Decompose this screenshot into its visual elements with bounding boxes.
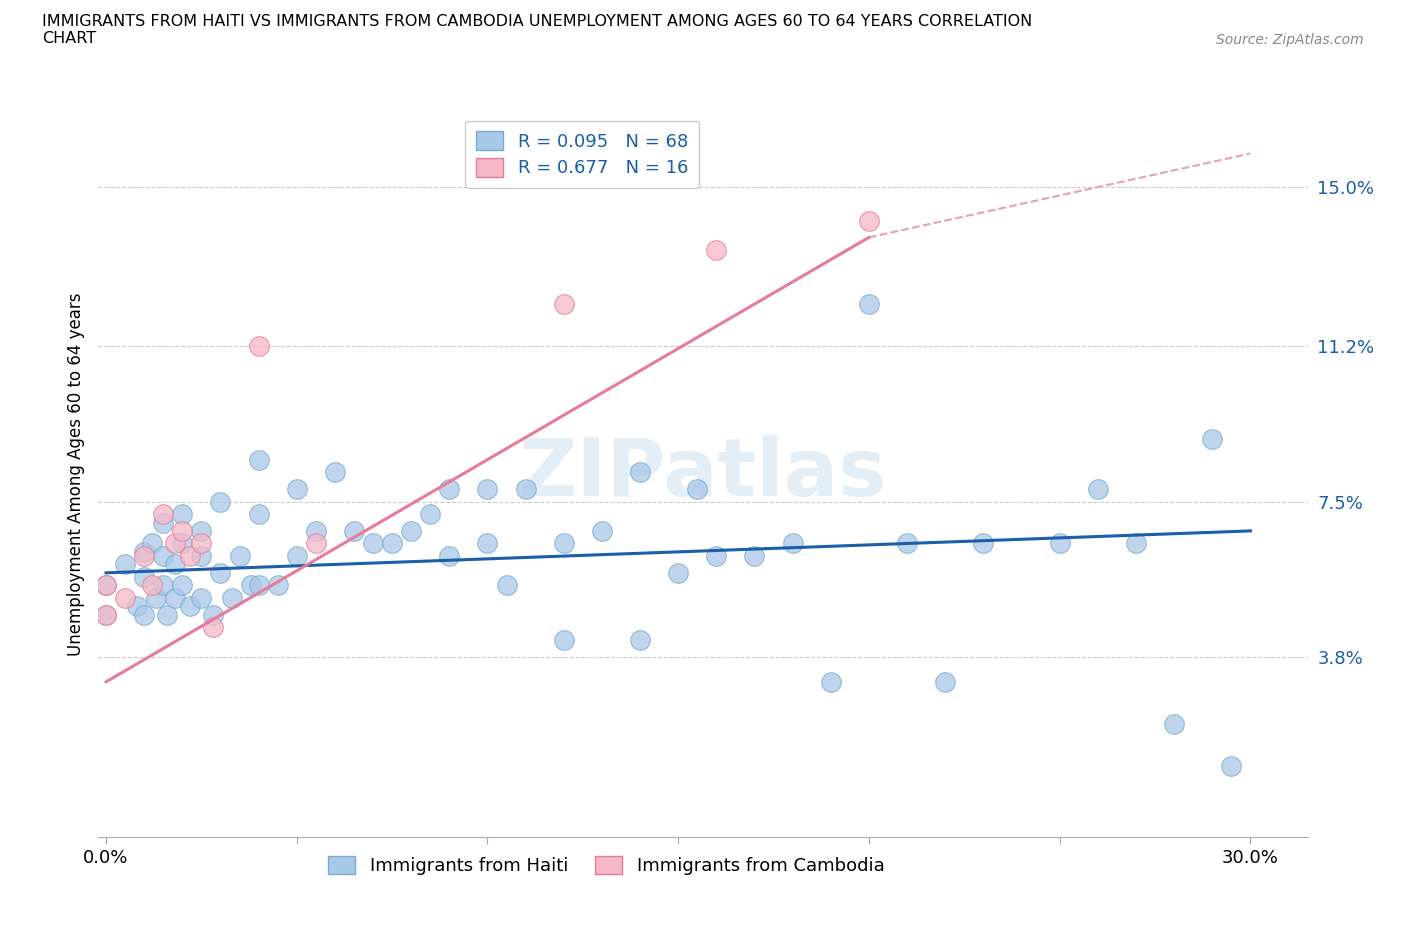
Point (820, 674, 842, 689)
Point (1201, 432, 1223, 446)
Text: IMMIGRANTS FROM HAITI VS IMMIGRANTS FROM CAMBODIA UNEMPLOYMENT AMONG AGES 60 TO : IMMIGRANTS FROM HAITI VS IMMIGRANTS FROM… (42, 14, 1032, 46)
Point (399, 524, 422, 538)
Point (628, 465, 651, 480)
Point (152, 549, 174, 564)
Point (141, 578, 163, 592)
Point (172, 507, 194, 522)
Point (152, 515, 174, 530)
Point (190, 524, 212, 538)
Point (114, 557, 136, 572)
Point (134, 607, 156, 622)
Point (858, 297, 880, 312)
Point (163, 536, 186, 551)
Point (343, 524, 366, 538)
Point (247, 507, 270, 522)
Point (201, 607, 224, 622)
Point (744, 549, 766, 564)
Text: ZIPatlas: ZIPatlas (519, 435, 887, 513)
Point (221, 591, 243, 605)
Point (179, 549, 201, 564)
Point (628, 632, 651, 647)
Text: Source: ZipAtlas.com: Source: ZipAtlas.com (1216, 33, 1364, 46)
Point (163, 557, 186, 572)
Point (190, 591, 212, 605)
Point (381, 536, 404, 551)
Point (240, 578, 263, 592)
Point (209, 494, 232, 509)
Point (439, 482, 461, 497)
Point (141, 536, 163, 551)
Point (156, 607, 179, 622)
Point (1220, 758, 1243, 773)
Point (439, 549, 461, 564)
Point (163, 591, 186, 605)
Point (686, 482, 709, 497)
Point (247, 578, 270, 592)
Point (896, 536, 918, 551)
Point (172, 536, 194, 551)
Point (782, 536, 804, 551)
Point (477, 536, 499, 551)
Point (267, 578, 290, 592)
Point (934, 674, 956, 689)
Point (125, 599, 148, 614)
Point (114, 591, 136, 605)
Point (361, 536, 384, 551)
Point (305, 524, 328, 538)
Point (419, 507, 441, 522)
Point (1049, 536, 1071, 551)
Point (704, 549, 727, 564)
Point (285, 482, 308, 497)
Point (495, 578, 517, 592)
Point (152, 507, 174, 522)
Point (172, 524, 194, 538)
Point (201, 620, 224, 635)
Point (972, 536, 994, 551)
Y-axis label: Unemployment Among Ages 60 to 64 years: Unemployment Among Ages 60 to 64 years (66, 293, 84, 656)
Point (190, 536, 212, 551)
Point (477, 482, 499, 497)
Point (94, 578, 117, 592)
Point (145, 591, 167, 605)
Point (94, 578, 117, 592)
Point (1163, 716, 1185, 731)
Point (553, 297, 575, 312)
Point (179, 599, 201, 614)
Point (172, 578, 194, 592)
Point (323, 465, 346, 480)
Point (190, 549, 212, 564)
Point (94, 607, 117, 622)
Point (247, 452, 270, 467)
Point (666, 565, 689, 580)
Point (1087, 482, 1109, 497)
Point (553, 632, 575, 647)
Legend: Immigrants from Haiti, Immigrants from Cambodia: Immigrants from Haiti, Immigrants from C… (321, 848, 891, 883)
Point (247, 339, 270, 353)
Point (285, 549, 308, 564)
Point (704, 243, 727, 258)
Point (858, 213, 880, 228)
Point (94, 607, 117, 622)
Point (305, 536, 328, 551)
Point (591, 524, 613, 538)
Point (134, 569, 156, 584)
Point (515, 482, 537, 497)
Point (1125, 536, 1147, 551)
Point (134, 549, 156, 564)
Point (134, 544, 156, 559)
Point (553, 536, 575, 551)
Point (152, 578, 174, 592)
Point (209, 565, 232, 580)
Point (228, 549, 250, 564)
